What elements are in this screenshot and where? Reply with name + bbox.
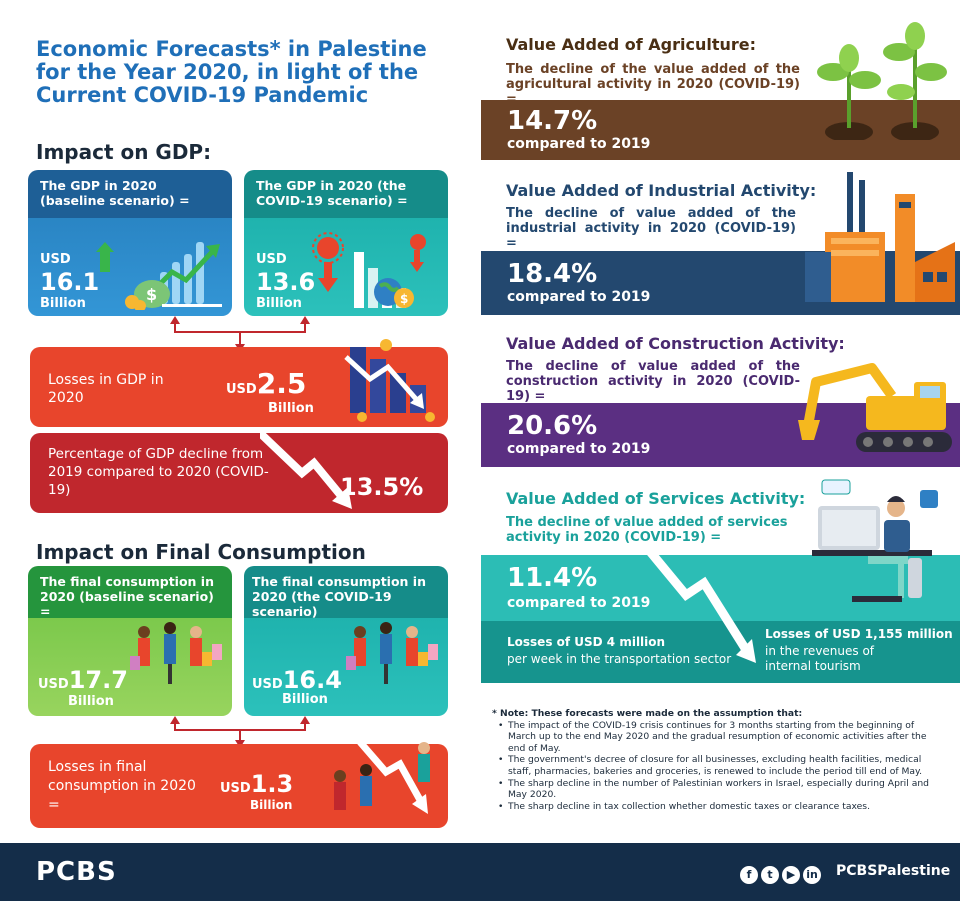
services-pct: 11.4% — [507, 563, 598, 593]
industry-pct: 18.4% — [507, 259, 598, 289]
industry-title: Value Added of Industrial Activity: — [506, 181, 817, 200]
gdp-baseline-value: 16.1 — [40, 268, 100, 296]
consumption-covid-unit: Billion — [282, 692, 328, 707]
gdp-covid-unit: Billion — [256, 296, 302, 311]
gdp-covid-usd: USD — [256, 252, 287, 267]
svg-text:$: $ — [146, 285, 157, 304]
gdp-baseline-label: The GDP in 2020 (baseline scenario) = — [40, 178, 190, 208]
svg-text:$: $ — [400, 292, 408, 306]
masked-shoppers-icon — [346, 622, 438, 684]
gdp-baseline-card: The GDP in 2020 (baseline scenario) = US… — [28, 170, 232, 316]
consumption-losses-usd: USD — [220, 781, 251, 796]
note-list: The impact of the COVID-19 crisis contin… — [492, 720, 942, 813]
note-item: The government's decree of closure for a… — [498, 754, 942, 777]
note-heading: * Note: These forecasts were made on the… — [492, 708, 803, 719]
gdp-decline-band: Percentage of GDP decline from 2019 comp… — [30, 433, 448, 513]
agriculture-subtitle: The decline of the value added of the ag… — [506, 62, 800, 107]
gdp-losses-label: Losses in GDP in 2020 — [48, 372, 164, 406]
services-decline-arrow — [644, 549, 756, 663]
footer: PCBS f t ▶ in PCBSPalestine — [0, 843, 960, 901]
industry-compare: compared to 2019 — [507, 289, 651, 305]
transport-loss: Losses of USD 4 million — [507, 635, 666, 649]
plants-icon — [817, 22, 947, 140]
tourism-loss: Losses of USD 1,155 million — [765, 627, 953, 641]
page-title: Economic Forecasts* in Palestine for the… — [36, 37, 427, 107]
consumption-baseline-card: The final consumption in 2020 (baseline … — [28, 566, 232, 716]
gdp-losses-usd: USD — [226, 382, 257, 397]
social-handle[interactable]: PCBSPalestine — [836, 863, 951, 879]
agriculture-title: Value Added of Agriculture: — [506, 35, 757, 54]
note-item: The impact of the COVID-19 crisis contin… — [498, 720, 942, 755]
consumption-covid-value: 16.4 — [282, 666, 342, 694]
linkedin-icon[interactable]: in — [803, 866, 821, 884]
services-subtitle: The decline of value added of services a… — [506, 515, 788, 545]
virus-decline-icon: $ — [312, 232, 426, 308]
twitter-icon[interactable]: t — [761, 866, 779, 884]
consumption-baseline-unit: Billion — [68, 694, 114, 709]
gdp-losses-band: Losses in GDP in 2020 USD2.5 Billion — [30, 339, 448, 427]
factory-icon — [805, 172, 955, 302]
consumption-losses-label: Losses in final consumption in 2020 = — [48, 759, 196, 813]
gdp-heading: Impact on GDP: — [36, 140, 212, 164]
gdp-baseline-usd: USD — [40, 252, 71, 267]
note-item: The sharp decline in tax collection whet… — [498, 801, 942, 813]
facebook-icon[interactable]: f — [740, 866, 758, 884]
transport-detail: per week in the transportation sector — [507, 652, 732, 666]
consumption-losses-unit: Billion — [250, 798, 293, 812]
excavator-icon — [798, 363, 952, 452]
consumption-covid-card: The final consumption in 2020 (the COVID… — [244, 566, 448, 716]
gdp-covid-value: 13.6 — [256, 268, 316, 296]
gdp-baseline-unit: Billion — [40, 296, 86, 311]
construction-pct: 20.6% — [507, 411, 598, 441]
gdp-connector — [170, 316, 310, 352]
gdp-decline-label: Percentage of GDP decline from 2019 comp… — [48, 446, 269, 498]
consumption-losses-band: Losses in final consumption in 2020 = US… — [30, 739, 448, 828]
decline-arrow-icon — [260, 433, 352, 509]
assumptions-note: * Note: These forecasts were made on the… — [492, 708, 942, 812]
construction-title: Value Added of Construction Activity: — [506, 334, 845, 353]
gdp-covid-label: The GDP in 2020 (the COVID-19 scenario) … — [256, 178, 408, 208]
gdp-losses-value: 2.5 — [256, 367, 307, 400]
money-growth-icon: $ — [96, 242, 222, 310]
services-losses-band: Losses of USD 4 million per week in the … — [481, 621, 960, 683]
agriculture-pct: 14.7% — [507, 106, 598, 136]
pcbs-logo: PCBS — [36, 857, 117, 887]
gdp-losses-unit: Billion — [268, 401, 314, 416]
services-compare: compared to 2019 — [507, 595, 651, 611]
gdp-covid-card: The GDP in 2020 (the COVID-19 scenario) … — [244, 170, 448, 316]
youtube-icon[interactable]: ▶ — [782, 866, 800, 884]
consumption-heading: Impact on Final Consumption — [36, 540, 366, 564]
note-item: The sharp decline in the number of Pales… — [498, 778, 942, 801]
consumption-covid-usd: USD — [252, 677, 283, 692]
social-links: f t ▶ in — [740, 863, 824, 884]
consumption-baseline-label: The final consumption in 2020 (baseline … — [40, 574, 214, 619]
services-title: Value Added of Services Activity: — [506, 489, 806, 508]
consumption-baseline-value: 17.7 — [68, 666, 128, 694]
consumption-losses-value: 1.3 — [250, 770, 294, 798]
gdp-decline-value: 13.5% — [340, 473, 424, 501]
office-worker-icon — [812, 479, 938, 602]
shoppers-icon — [130, 622, 222, 684]
construction-compare: compared to 2019 — [507, 441, 651, 457]
shoppers-decline-icon — [334, 739, 430, 814]
agriculture-band: 14.7% compared to 2019 — [481, 100, 960, 160]
industry-subtitle: The decline of value added of the indust… — [506, 206, 796, 251]
services-band: 11.4% compared to 2019 — [481, 555, 960, 621]
construction-subtitle: The decline of value added of the constr… — [506, 359, 800, 404]
consumption-baseline-usd: USD — [38, 677, 69, 692]
consumption-covid-label: The final consumption in 2020 (the COVID… — [252, 574, 426, 619]
tourism-detail: in the revenues of internal tourism — [765, 644, 875, 673]
agriculture-compare: compared to 2019 — [507, 136, 651, 152]
falling-bars-icon — [344, 339, 435, 422]
